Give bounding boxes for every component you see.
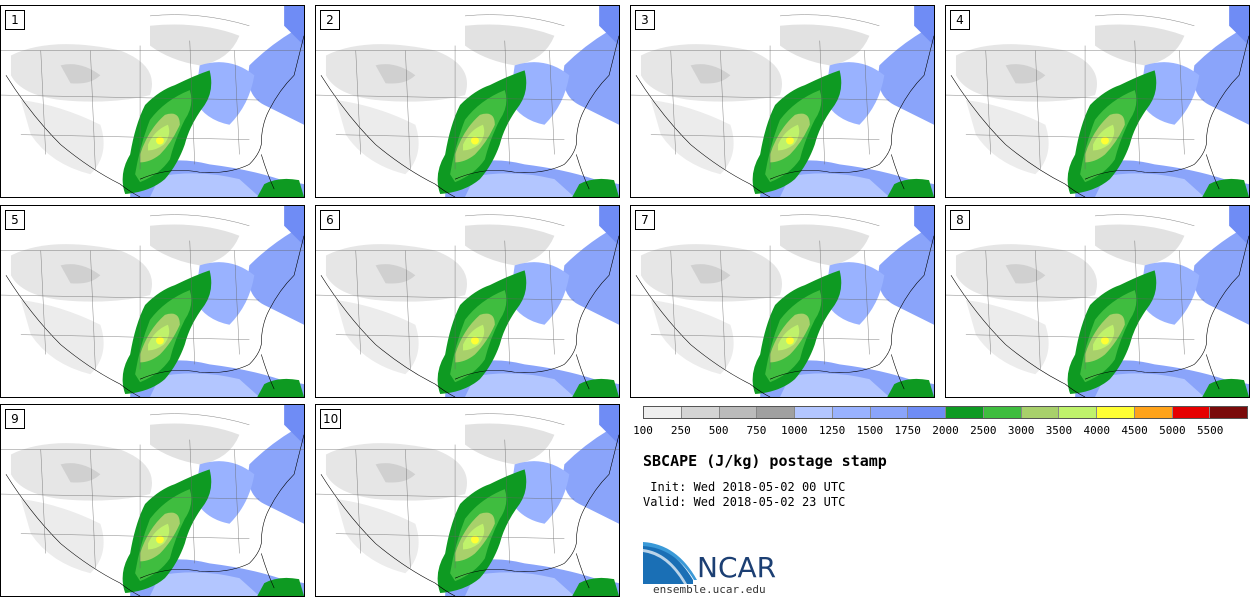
color-legend-tick: 500	[708, 424, 729, 437]
page-title: SBCAPE (J/kg) postage stamp	[643, 452, 887, 470]
color-legend-swatch	[644, 407, 682, 418]
color-legend-swatch	[1134, 407, 1173, 418]
site-url[interactable]: ensemble.ucar.edu	[653, 583, 766, 596]
color-legend-swatch	[795, 407, 833, 418]
color-legend-swatch	[1097, 407, 1135, 418]
map-panel: 6	[315, 205, 620, 398]
cape-map-image	[631, 206, 934, 397]
color-legend-swatch	[1210, 407, 1247, 418]
map-panel: 5	[0, 205, 305, 398]
color-legend-tick: 5500	[1196, 424, 1224, 437]
panel-member-label: 8	[950, 210, 970, 230]
cape-map-image	[1, 206, 304, 397]
panel-member-label: 7	[635, 210, 655, 230]
panel-member-label: 9	[5, 409, 25, 429]
color-legend-tick: 250	[670, 424, 691, 437]
map-panel: 8	[945, 205, 1250, 398]
map-panel: 2	[315, 5, 620, 198]
color-legend-swatch	[719, 407, 758, 418]
color-legend-tick: 4000	[1083, 424, 1111, 437]
init-time: Init: Wed 2018-05-02 00 UTC	[643, 480, 846, 494]
map-panel: 3	[630, 5, 935, 198]
cape-map-image	[316, 405, 619, 596]
color-legend-swatch	[681, 407, 720, 418]
cape-map-image	[316, 6, 619, 197]
color-legend-bar	[643, 406, 1248, 419]
cape-map-image	[946, 206, 1249, 397]
map-panel: 10	[315, 404, 620, 597]
panel-member-label: 6	[320, 210, 340, 230]
color-legend-tick: 100	[633, 424, 653, 437]
map-panel: 1	[0, 5, 305, 198]
color-legend-swatch	[832, 407, 871, 418]
cape-map-image	[316, 206, 619, 397]
color-legend-swatch	[757, 407, 795, 418]
color-legend-tick: 4500	[1121, 424, 1148, 437]
panel-member-label: 2	[320, 10, 340, 30]
color-legend-tick: 2000	[932, 424, 959, 437]
color-legend-tick: 1250	[818, 424, 846, 437]
panel-member-label: 10	[320, 409, 342, 429]
color-legend-tick: 3500	[1045, 424, 1073, 437]
cape-map-image	[1, 405, 304, 596]
color-legend-tick: 1000	[781, 424, 808, 437]
color-legend-swatch	[908, 407, 946, 418]
ncar-logo-text: NCAR	[697, 551, 777, 584]
map-panel: 4	[945, 5, 1250, 198]
cape-map-image	[1, 6, 304, 197]
color-legend-tick: 3000	[1007, 424, 1035, 437]
color-legend-ticks: 100 250 500 750 1000 1250 1500 1750 2000 2500 3000…	[633, 424, 1248, 438]
map-panel: 7	[630, 205, 935, 398]
color-legend-tick: 1750	[894, 424, 921, 437]
color-legend-swatch	[946, 407, 984, 418]
color-legend-swatch	[1059, 407, 1097, 418]
color-legend-swatch	[983, 407, 1022, 418]
panel-member-label: 1	[5, 10, 25, 30]
color-legend-tick: 1500	[856, 424, 884, 437]
color-legend-tick: 5000	[1159, 424, 1186, 437]
panel-member-label: 5	[5, 210, 25, 230]
panel-member-label: 4	[950, 10, 970, 30]
color-legend-tick: 2500	[970, 424, 997, 437]
color-legend-swatch	[870, 407, 909, 418]
color-legend-tick: 750	[746, 424, 767, 437]
color-legend-swatch	[1021, 407, 1060, 418]
color-legend-swatch	[1172, 407, 1211, 418]
panel-member-label: 3	[635, 10, 655, 30]
ncar-logo-icon	[643, 542, 697, 584]
cape-map-image	[946, 6, 1249, 197]
map-panel: 9	[0, 404, 305, 597]
valid-time: Valid: Wed 2018-05-02 23 UTC	[643, 495, 846, 509]
cape-map-image	[631, 6, 934, 197]
